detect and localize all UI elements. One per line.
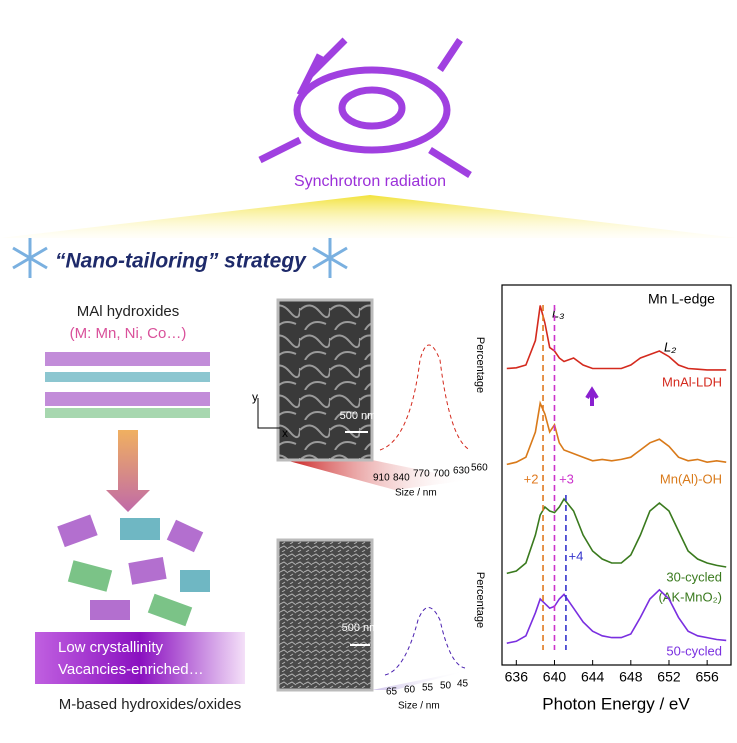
axis-x-label: x bbox=[282, 426, 288, 440]
y-label: Percentage bbox=[474, 337, 486, 393]
snowflake bbox=[12, 238, 348, 278]
x-tick-label: 652 bbox=[657, 669, 681, 685]
sem-image bbox=[276, 538, 374, 692]
size-curve bbox=[379, 344, 471, 451]
tick-label: 770 bbox=[413, 469, 430, 480]
tick-label: 910 bbox=[373, 473, 390, 484]
x-tick-label: 644 bbox=[581, 669, 605, 685]
scale-bar-label: 500 nm bbox=[340, 410, 377, 422]
down-arrow bbox=[106, 430, 150, 512]
spectrum-line bbox=[506, 588, 727, 644]
tick-label: 560 bbox=[471, 463, 488, 474]
increase-arrow bbox=[585, 386, 599, 406]
y-label: Percentage bbox=[474, 572, 486, 628]
x-label: Size / nm bbox=[395, 488, 437, 499]
left-caption: M-based hydroxides/oxides bbox=[59, 696, 242, 713]
tick-label: 630 bbox=[453, 466, 470, 477]
synchrotron-label: Synchrotron radiation bbox=[294, 173, 446, 190]
size-curve bbox=[384, 607, 466, 676]
oxidation-label: +4 bbox=[569, 548, 584, 563]
strategy-title: “Nano-tailoring” strategy bbox=[55, 250, 307, 273]
chart-title: Mn L-edge bbox=[648, 291, 715, 307]
tick-label: 45 bbox=[457, 679, 469, 690]
tick-label: 840 bbox=[393, 473, 410, 484]
tick-label: 65 bbox=[386, 687, 398, 698]
scale-bar-label: 500 nm bbox=[342, 622, 379, 634]
beam bbox=[0, 195, 737, 238]
sem-image bbox=[276, 298, 374, 462]
x-axis-title: Photon Energy / eV bbox=[542, 694, 690, 713]
synchrotron-icon bbox=[258, 37, 472, 178]
x-tick-label: 656 bbox=[695, 669, 719, 685]
layered-structure bbox=[45, 352, 210, 418]
box-line: Low crystallinity bbox=[58, 639, 164, 656]
series-label: Mn(Al)-OH bbox=[660, 471, 722, 486]
series-note: (AK-MnO₂) bbox=[658, 589, 722, 604]
series-label: 50-cycled bbox=[666, 643, 722, 658]
x-tick-label: 640 bbox=[543, 669, 567, 685]
histogram-floor bbox=[285, 460, 470, 490]
tick-label: 60 bbox=[404, 685, 416, 696]
peak-label: L₂ bbox=[664, 339, 676, 354]
oxidation-label: +3 bbox=[559, 471, 574, 486]
left-title: MAl hydroxides bbox=[77, 303, 180, 320]
spectrum-line bbox=[506, 497, 727, 575]
tick-label: 50 bbox=[440, 681, 452, 692]
spectrum-line bbox=[506, 305, 727, 371]
series-label: 30-cycled bbox=[666, 569, 722, 584]
x-tick-label: 636 bbox=[505, 669, 529, 685]
axis-y-label: y bbox=[252, 390, 258, 404]
x-tick-label: 648 bbox=[619, 669, 643, 685]
box-line: Vacancies-enriched… bbox=[58, 661, 204, 678]
left-subtitle: (M: Mn, Ni, Co…) bbox=[70, 325, 187, 342]
tick-label: 55 bbox=[422, 683, 434, 694]
spectrum-line bbox=[506, 400, 727, 466]
axis-gizmo bbox=[257, 398, 280, 429]
plot-frame bbox=[501, 284, 732, 666]
series-label: MnAl-LDH bbox=[662, 374, 722, 389]
tick-label: 700 bbox=[433, 469, 450, 480]
oxidation-label: +2 bbox=[524, 471, 539, 486]
fragments bbox=[57, 514, 210, 627]
x-label: Size / nm bbox=[398, 701, 440, 712]
property-box bbox=[35, 632, 245, 684]
